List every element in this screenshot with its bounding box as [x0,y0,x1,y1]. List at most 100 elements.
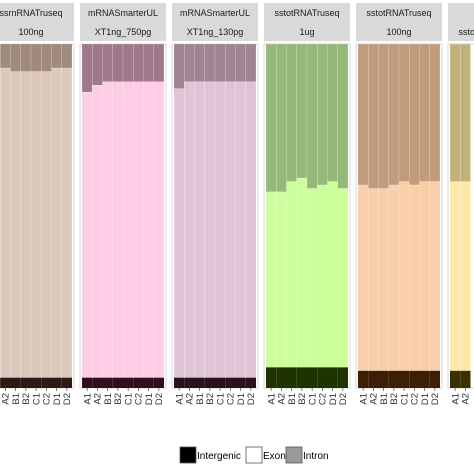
legend-swatch [285,446,303,464]
bar-segment-intergenic [337,367,348,388]
facet-strip-bottom [264,22,350,41]
bar-segment-intron [429,43,441,182]
bar-segment-intergenic [266,367,277,388]
bar-segment-intron [388,43,400,186]
bar-segment-exon [409,184,420,372]
legend-label: Intron [303,451,329,462]
bar-segment-intergenic [41,377,52,388]
bar-segment-exon [317,184,328,368]
bar-segment-intron [327,43,338,182]
x-tick-label: D1 [52,393,63,405]
legend-swatch [245,446,263,464]
facet-strip-top [448,3,474,22]
x-tick-label: D1 [144,393,155,405]
bar-segment-intergenic [307,367,318,388]
x-tick-label: A2 [277,393,288,405]
x-tick-label: D2 [338,393,349,405]
bar-segment-exon [460,181,471,372]
bar-segment-intron [449,43,461,182]
bar-segment-intergenic [143,377,154,388]
bar-segment-exon [153,81,165,378]
bar-segment-exon [368,188,379,372]
facet-strip-top [264,3,350,22]
x-tick-label: C1 [123,393,134,405]
bar-segment-exon [265,191,277,368]
bar-segment-intergenic [92,377,103,388]
bar-segment-exon [143,81,154,378]
bar-segment-exon [112,81,124,378]
x-tick-label: C1 [399,393,410,405]
facet-panel-border [447,43,474,389]
bar-segment-exon [20,71,32,378]
bar-segment-exon [306,188,318,368]
bar-segment-exon [10,71,21,378]
bar-segment-intergenic [0,377,11,388]
bar-segment-intergenic [388,370,399,388]
x-tick-label: C2 [410,393,421,405]
bar-segment-exon [286,181,297,368]
bar-segment-intron [30,43,42,72]
bar-segment-intron [214,43,226,83]
bar-segment-intergenic [245,377,256,388]
bar-segment-intron [409,43,420,186]
facet-panel-3: mRNASmarterUL XT1ng_130pg A1 A2 B1 B2 C1 C2 D1 D2 [171,3,259,405]
bar-segment-intron [112,43,124,83]
facet-strip-top [80,3,166,22]
bar-segment-intergenic [112,377,123,388]
facet-strip-bottom [172,22,258,41]
bar-segment-exon [276,191,287,368]
x-tick-label: A1 [266,393,277,405]
bar-segment-intron [357,43,369,186]
bar-segment-exon [357,184,369,372]
bar-segment-intron [122,43,134,83]
x-tick-label: B1 [379,393,390,405]
bar-segment-intron [337,43,349,189]
bar-segment-intergenic [378,370,389,388]
x-tick-label: B1 [11,393,22,405]
facet-strip-top [172,3,258,22]
x-tick-label: B1 [103,393,114,405]
bar-segment-intron [265,43,277,193]
legend-label: Exon [263,451,286,462]
bar-segment-intergenic [102,377,113,388]
bar-segment-exon [327,181,338,368]
x-tick-label: A2 [369,393,380,405]
bar-segment-exon [122,81,134,378]
x-tick-label: C1 [215,393,226,405]
x-tick-label: B2 [113,393,124,405]
x-tick-label: B2 [297,393,308,405]
bar-segment-intron [368,43,379,189]
bar-segment-exon [133,81,144,378]
bar-segment-intergenic [225,377,236,388]
x-tick-label: B1 [287,393,298,405]
x-tick-label: A1 [450,393,461,405]
bar-segment-intron [378,43,389,189]
bar-segment-intergenic [20,377,31,388]
legend-label: Intergenic [197,451,241,462]
bar-segment-intron [143,43,154,83]
facet-strip-bottom-label: sstotRNATruseq [458,27,474,37]
bar-segment-intron [296,43,308,179]
facet-panel-4: sstotRNATruseq 1ug A1 A2 B1 B2 C1 C2 D1 D2 [263,3,351,405]
legend-item-exon: Exon [245,446,286,464]
bar-segment-exon [296,177,308,368]
facet-strip-top-label: ssrnRNATruseq [0,8,63,18]
bar-segment-intron [51,43,62,69]
bar-segment-intergenic [450,370,461,388]
bar-segment-intergenic [327,367,338,388]
x-tick-label: C2 [134,393,145,405]
facet-strip-top-label: mRNASmarterUL [180,8,250,18]
x-tick-label: D2 [430,393,441,405]
bar-segment-intergenic [123,377,134,388]
x-tick-label: A2 [93,393,104,405]
facet-panel-2: mRNASmarterUL XT1ng_750pg A1 A2 B1 B2 C1 C2 D1 D2 [79,3,167,405]
x-tick-label: D2 [154,393,165,405]
bar-segment-exon [30,71,42,378]
bar-segment-intergenic [419,370,430,388]
x-tick-label: C2 [226,393,237,405]
legend-item-intergenic: Intergenic [179,446,241,464]
bar-segment-intergenic [204,377,215,388]
bar-segment-intergenic [399,370,410,388]
x-tick-label: A2 [1,393,12,405]
bar-segment-intergenic [235,377,246,388]
